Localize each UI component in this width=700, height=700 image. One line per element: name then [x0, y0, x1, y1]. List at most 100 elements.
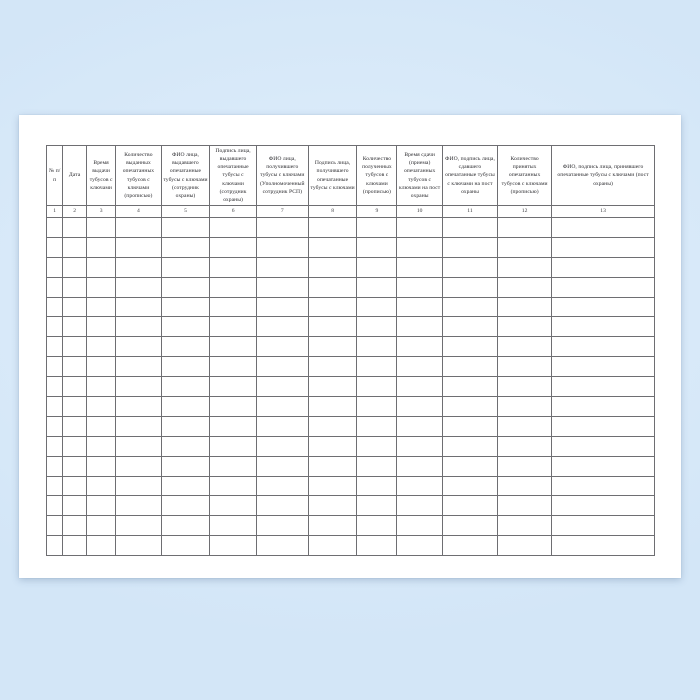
table-cell[interactable]: [441, 495, 499, 517]
table-cell[interactable]: [255, 217, 309, 238]
table-cell[interactable]: [86, 495, 117, 517]
table-cell[interactable]: [551, 217, 655, 238]
table-cell[interactable]: [209, 435, 257, 457]
table-row[interactable]: [45, 475, 655, 497]
table-cell[interactable]: [497, 256, 553, 278]
table-cell[interactable]: [396, 495, 443, 517]
table-cell[interactable]: [396, 435, 443, 457]
table-cell[interactable]: [45, 515, 64, 537]
table-cell[interactable]: [115, 415, 162, 437]
table-cell[interactable]: [62, 217, 88, 238]
table-cell[interactable]: [209, 415, 257, 437]
table-cell[interactable]: [86, 435, 117, 457]
table-cell[interactable]: [45, 435, 64, 457]
table-cell[interactable]: [356, 455, 398, 477]
table-cell[interactable]: [62, 296, 88, 318]
table-cell[interactable]: [45, 336, 64, 358]
table-cell[interactable]: [497, 515, 553, 537]
table-row[interactable]: [45, 396, 655, 417]
table-cell[interactable]: [356, 356, 398, 378]
table-row[interactable]: [45, 256, 655, 278]
table-row[interactable]: [45, 276, 655, 298]
table-cell[interactable]: [62, 256, 88, 278]
table-cell[interactable]: [86, 515, 117, 537]
table-cell[interactable]: [160, 376, 211, 398]
table-cell[interactable]: [396, 475, 443, 497]
table-row[interactable]: [45, 376, 655, 398]
table-cell[interactable]: [497, 356, 553, 378]
table-cell[interactable]: [86, 356, 117, 378]
table-cell[interactable]: [86, 455, 117, 477]
table-cell[interactable]: [86, 336, 117, 358]
table-cell[interactable]: [356, 276, 398, 298]
table-cell[interactable]: [209, 356, 257, 378]
table-cell[interactable]: [62, 495, 88, 517]
table-cell[interactable]: [62, 396, 88, 417]
table-cell[interactable]: [209, 256, 257, 278]
table-cell[interactable]: [497, 236, 553, 258]
table-cell[interactable]: [115, 296, 162, 318]
table-cell[interactable]: [86, 396, 117, 417]
table-cell[interactable]: [160, 415, 211, 437]
table-cell[interactable]: [62, 515, 88, 537]
table-cell[interactable]: [307, 435, 358, 457]
table-cell[interactable]: [441, 217, 499, 238]
table-cell[interactable]: [255, 495, 309, 517]
table-cell[interactable]: [551, 376, 655, 398]
table-cell[interactable]: [307, 356, 358, 378]
table-cell[interactable]: [209, 236, 257, 258]
table-cell[interactable]: [255, 256, 309, 278]
table-cell[interactable]: [209, 276, 257, 298]
table-cell[interactable]: [497, 336, 553, 358]
table-cell[interactable]: [45, 535, 64, 557]
table-cell[interactable]: [45, 296, 64, 318]
table-cell[interactable]: [115, 515, 162, 537]
table-cell[interactable]: [62, 316, 88, 338]
table-cell[interactable]: [160, 276, 211, 298]
table-row[interactable]: [45, 296, 655, 318]
table-cell[interactable]: [62, 535, 88, 557]
table-cell[interactable]: [551, 396, 655, 417]
table-cell[interactable]: [441, 455, 499, 477]
table-cell[interactable]: [551, 515, 655, 537]
table-cell[interactable]: [255, 336, 309, 358]
table-row[interactable]: [45, 356, 655, 378]
table-cell[interactable]: [356, 336, 398, 358]
table-cell[interactable]: [307, 455, 358, 477]
table-cell[interactable]: [307, 236, 358, 258]
table-cell[interactable]: [115, 435, 162, 457]
table-cell[interactable]: [497, 475, 553, 497]
table-cell[interactable]: [396, 236, 443, 258]
table-cell[interactable]: [62, 435, 88, 457]
table-cell[interactable]: [160, 396, 211, 417]
table-cell[interactable]: [255, 515, 309, 537]
table-cell[interactable]: [45, 356, 64, 378]
table-cell[interactable]: [307, 276, 358, 298]
table-cell[interactable]: [307, 396, 358, 417]
table-cell[interactable]: [551, 435, 655, 457]
table-cell[interactable]: [160, 515, 211, 537]
table-cell[interactable]: [396, 535, 443, 557]
table-cell[interactable]: [160, 455, 211, 477]
table-cell[interactable]: [307, 217, 358, 238]
table-cell[interactable]: [441, 296, 499, 318]
table-cell[interactable]: [551, 356, 655, 378]
table-cell[interactable]: [356, 217, 398, 238]
table-cell[interactable]: [255, 276, 309, 298]
table-cell[interactable]: [396, 316, 443, 338]
table-cell[interactable]: [115, 495, 162, 517]
table-cell[interactable]: [551, 316, 655, 338]
table-cell[interactable]: [255, 396, 309, 417]
table-cell[interactable]: [255, 435, 309, 457]
table-cell[interactable]: [441, 236, 499, 258]
table-cell[interactable]: [396, 276, 443, 298]
table-cell[interactable]: [396, 217, 443, 238]
table-cell[interactable]: [255, 535, 309, 557]
table-cell[interactable]: [115, 356, 162, 378]
table-cell[interactable]: [356, 435, 398, 457]
table-cell[interactable]: [160, 256, 211, 278]
table-cell[interactable]: [441, 376, 499, 398]
table-cell[interactable]: [86, 236, 117, 258]
table-cell[interactable]: [551, 495, 655, 517]
table-cell[interactable]: [209, 316, 257, 338]
